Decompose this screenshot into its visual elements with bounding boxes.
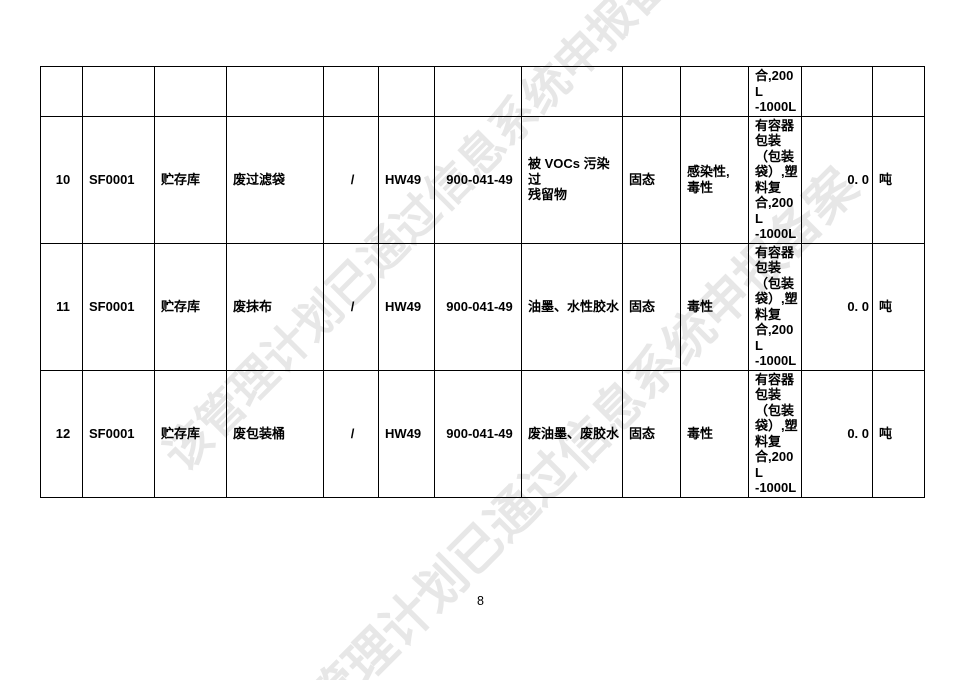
hw-category-cell: HW49 [378, 369, 435, 498]
unit-cell: 吨 [872, 369, 925, 498]
alias-cell: / [323, 115, 379, 244]
hw-category-cell: HW49 [378, 242, 435, 371]
facility-code-cell: SF0001 [82, 242, 155, 371]
row-number-cell: 12 [40, 369, 83, 498]
carryover-state-cell [622, 66, 681, 117]
carryover-hazard-cell [680, 66, 749, 117]
waste-code-cell: 900-041-49 [434, 242, 522, 371]
hw-category-cell: HW49 [378, 115, 435, 244]
carryover-amount-cell [801, 66, 873, 117]
packaging-cell: 有容器 包装 （包装 袋）,塑 料复 合,200L -1000L [748, 242, 802, 371]
carryover-waste-code-cell [434, 66, 522, 117]
table-row-12: 12 SF0001 贮存库 废包装桶 / HW49 900-041-49 废油墨… [40, 369, 925, 498]
carryover-no-cell [40, 66, 83, 117]
row-number-cell: 11 [40, 242, 83, 371]
waste-name-cell: 废抹布 [226, 242, 324, 371]
row-number-cell: 10 [40, 115, 83, 244]
hazardous-waste-table: 合,200L -1000L 10 SF0001 贮存库 废过滤袋 / HW49 … [40, 66, 925, 498]
hazard-property-cell: 感染性, 毒性 [680, 115, 749, 244]
facility-name-cell: 贮存库 [154, 242, 227, 371]
carryover-packaging-cell: 合,200L -1000L [748, 66, 802, 117]
hazard-property-cell: 毒性 [680, 242, 749, 371]
carryover-description-cell [521, 66, 623, 117]
facility-name-cell: 贮存库 [154, 115, 227, 244]
waste-name-cell: 废过滤袋 [226, 115, 324, 244]
waste-description-cell: 被 VOCs 污染过 残留物 [521, 115, 623, 244]
facility-code-cell: SF0001 [82, 115, 155, 244]
carryover-facility-name-cell [154, 66, 227, 117]
unit-cell: 吨 [872, 242, 925, 371]
waste-description-cell: 油墨、水性胶水 [521, 242, 623, 371]
alias-cell: / [323, 242, 379, 371]
waste-code-cell: 900-041-49 [434, 115, 522, 244]
amount-cell: 0. 0 [801, 369, 873, 498]
table-row-carryover: 合,200L -1000L [40, 66, 925, 117]
carryover-alias-cell [323, 66, 379, 117]
packaging-cell: 有容器 包装 （包装 袋）,塑 料复 合,200L -1000L [748, 369, 802, 498]
table-row-10: 10 SF0001 贮存库 废过滤袋 / HW49 900-041-49 被 V… [40, 115, 925, 244]
table-row-11: 11 SF0001 贮存库 废抹布 / HW49 900-041-49 油墨、水… [40, 242, 925, 371]
alias-cell: / [323, 369, 379, 498]
carryover-waste-name-cell [226, 66, 324, 117]
carryover-facility-code-cell [82, 66, 155, 117]
physical-state-cell: 固态 [622, 242, 681, 371]
hazard-property-cell: 毒性 [680, 369, 749, 498]
amount-cell: 0. 0 [801, 242, 873, 371]
waste-name-cell: 废包装桶 [226, 369, 324, 498]
waste-description-cell: 废油墨、废胶水 [521, 369, 623, 498]
unit-cell: 吨 [872, 115, 925, 244]
amount-cell: 0. 0 [801, 115, 873, 244]
physical-state-cell: 固态 [622, 369, 681, 498]
waste-code-cell: 900-041-49 [434, 369, 522, 498]
carryover-unit-cell [872, 66, 925, 117]
physical-state-cell: 固态 [622, 115, 681, 244]
facility-name-cell: 贮存库 [154, 369, 227, 498]
packaging-cell: 有容器 包装 （包装 袋）,塑 料复 合,200L -1000L [748, 115, 802, 244]
carryover-hw-category-cell [378, 66, 435, 117]
page-number: 8 [477, 594, 484, 608]
facility-code-cell: SF0001 [82, 369, 155, 498]
